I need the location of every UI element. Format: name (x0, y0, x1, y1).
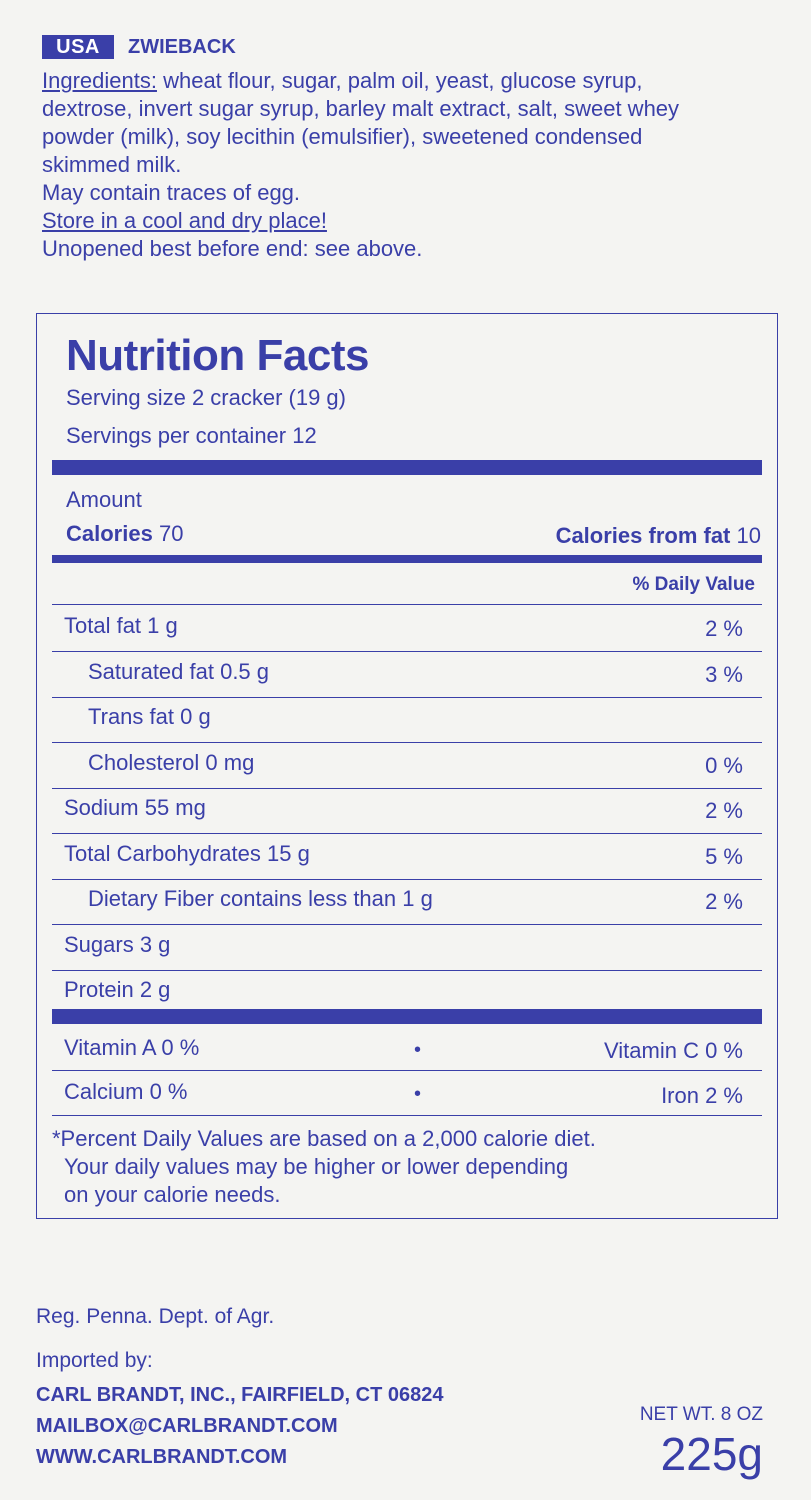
ingredients-line-2: dextrose, invert sugar syrup, barley mal… (42, 96, 680, 121)
importer-website: WWW.CARLBRANDT.COM (36, 1446, 288, 1468)
amount-label: Amount (66, 487, 142, 512)
nutrient-daily-value: 2 % (705, 616, 743, 641)
ingredients-line-4: skimmed milk. (42, 152, 182, 177)
calories-from-fat-value: 10 (736, 523, 761, 548)
calories: Calories 70 (66, 520, 183, 548)
row-divider (52, 924, 762, 925)
product-name: ZWIEBACK (128, 36, 236, 58)
net-weight-oz: NET WT. 8 OZ (639, 1404, 763, 1425)
ingredients-block: Ingredients: wheat flour, sugar, palm oi… (42, 67, 742, 263)
nutrient-label: Total fat 1 g (64, 613, 178, 638)
importer-address: CARL BRANDT, INC., FAIRFIELD, CT 06824 (36, 1384, 444, 1406)
allergen-notice: May contain traces of egg. (42, 180, 301, 205)
row-divider (52, 969, 762, 971)
thick-divider (52, 460, 762, 475)
row-divider (52, 833, 762, 834)
ingredients-line-3: powder (milk), soy lecithin (emulsifier)… (42, 124, 643, 149)
nutrient-label: Sugars 3 g (64, 931, 171, 957)
imported-by-label: Imported by: (36, 1349, 153, 1372)
nutrient-label: Dietary Fiber contains less than 1 g (88, 886, 433, 911)
row-divider (52, 1115, 762, 1116)
row-divider (52, 651, 762, 652)
row-divider (52, 696, 762, 698)
nutrient-label: Trans fat 0 g (88, 704, 211, 729)
ingredients-label: Ingredients: (42, 68, 157, 93)
calories-value: 70 (158, 521, 184, 546)
separator-dot: • (414, 1083, 422, 1105)
daily-value-header: % Daily Value (632, 574, 755, 595)
nutrient-daily-value: 5 % (705, 843, 743, 869)
country-badge: USA (42, 35, 114, 59)
row-divider (52, 787, 762, 789)
nutrient-daily-value: 3 % (705, 661, 743, 687)
calories-from-fat-label: Calories from fat (555, 523, 731, 548)
nutrition-facts-panel (36, 313, 778, 1219)
calories-label: Calories (66, 521, 153, 546)
registration-note: Reg. Penna. Dept. of Agr. (36, 1305, 275, 1328)
row-divider (52, 604, 762, 605)
iron: Iron 2 % (661, 1083, 743, 1108)
calcium: Calcium 0 % (64, 1079, 188, 1104)
nutrient-label: Total Carbohydrates 15 g (64, 840, 310, 866)
ingredients-text-1: wheat flour, sugar, palm oil, yeast, glu… (156, 68, 643, 93)
nutrient-daily-value: 2 % (705, 889, 743, 914)
serving-size: Serving size 2 cracker (19 g) (66, 385, 346, 410)
ingredients-line-1: Ingredients: wheat flour, sugar, palm oi… (42, 67, 742, 95)
best-before-note: Unopened best before end: see above. (42, 236, 423, 261)
medium-divider (52, 555, 762, 563)
storage-instruction: Store in a cool and dry place! (42, 208, 327, 233)
calories-from-fat: Calories from fat 10 (556, 522, 761, 550)
nutrition-facts-title: Nutrition Facts (66, 331, 369, 380)
nutrient-label: Cholesterol 0 mg (88, 749, 255, 775)
row-divider (52, 878, 762, 880)
vitamin-c: Vitamin C 0 % (604, 1038, 743, 1063)
nutrient-daily-value: 0 % (705, 752, 743, 778)
footnote-line-1: *Percent Daily Values are based on a 2,0… (52, 1126, 596, 1151)
vitamin-a: Vitamin A 0 % (64, 1035, 200, 1060)
row-divider (52, 1070, 762, 1071)
separator-dot: • (414, 1039, 422, 1061)
importer-email: MAILBOX@CARLBRANDT.COM (36, 1415, 338, 1437)
row-divider (52, 742, 762, 743)
net-weight-grams: 225g (660, 1428, 763, 1480)
nutrient-label: Saturated fat 0.5 g (88, 658, 270, 684)
nutrient-label: Sodium 55 mg (64, 795, 206, 820)
servings-per-container: Servings per container 12 (66, 423, 317, 448)
footnote-line-2: Your daily values may be higher or lower… (64, 1154, 569, 1179)
thick-divider (52, 1009, 762, 1024)
nutrient-daily-value: 2 % (705, 798, 743, 823)
nutrient-label: Protein 2 g (64, 977, 171, 1002)
footnote-line-3: on your calorie needs. (64, 1182, 281, 1207)
